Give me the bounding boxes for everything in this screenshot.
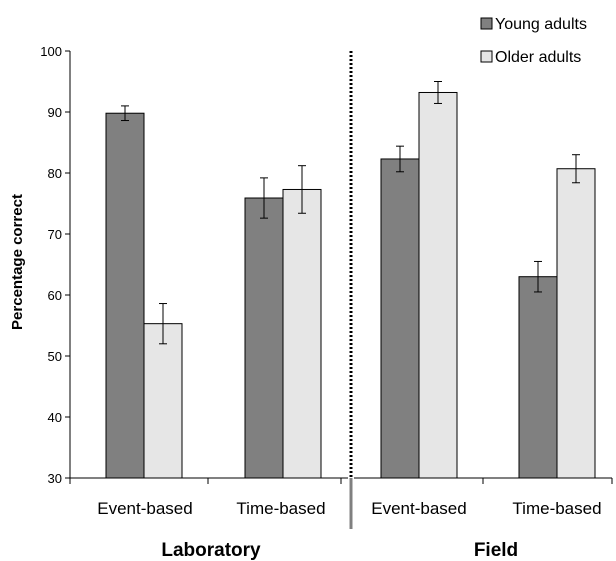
legend-swatch-older-adults (480, 50, 493, 63)
x-category-label-3: Time-based (512, 499, 601, 518)
axes-layer (65, 50, 613, 529)
error-bars-layer (121, 81, 580, 345)
legend: Young adults Older adults (480, 16, 587, 66)
y-tick-label-30: 30 (48, 471, 62, 486)
x-category-label-1: Time-based (236, 499, 325, 518)
bar-young-adults-3 (518, 276, 558, 479)
x-category-label-0: Event-based (97, 499, 192, 518)
y-tick-label-90: 90 (48, 105, 62, 120)
y-tick-label-100: 100 (40, 44, 62, 59)
y-tick-label-80: 80 (48, 166, 62, 181)
bar-young-adults-2 (380, 158, 420, 479)
y-tick-label-40: 40 (48, 410, 62, 425)
bar-older-adults-3 (556, 168, 596, 479)
legend-label-young-adults: Young adults (495, 16, 587, 33)
legend-swatch-young-adults (480, 17, 493, 30)
group-label-field: Field (474, 540, 518, 561)
bars-layer (105, 91, 596, 479)
y-tick-label-70: 70 (48, 227, 62, 242)
group-label-laboratory: Laboratory (161, 540, 261, 561)
bar-young-adults-0 (105, 112, 145, 479)
y-tick-label-50: 50 (48, 349, 62, 364)
bar-older-adults-2 (418, 91, 458, 479)
legend-label-older-adults: Older adults (495, 49, 581, 66)
y-axis-title: Percentage correct (9, 194, 26, 330)
x-category-label-2: Event-based (371, 499, 466, 518)
bar-young-adults-1 (244, 197, 284, 479)
bar-older-adults-1 (282, 188, 322, 479)
bar-older-adults-0 (143, 323, 183, 479)
y-tick-label-60: 60 (48, 288, 62, 303)
labels-layer: 30 40 50 60 70 80 90 100 Event-based Time-based Ev… (40, 44, 601, 561)
